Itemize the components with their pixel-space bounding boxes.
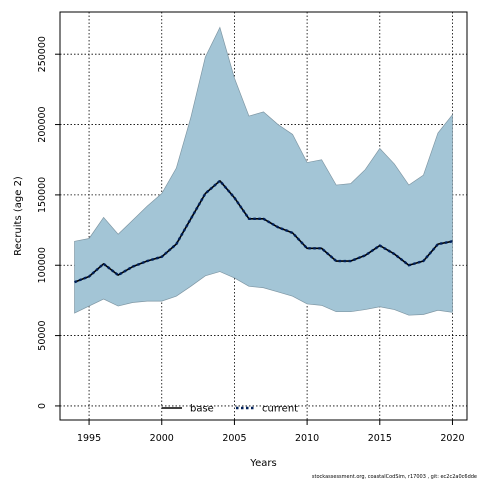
axis-layer: 1995 2000 2005 2010 2015 2020 0 50000 100000 1500… xyxy=(37,11,468,444)
y-axis-title: Recruits (age 2) xyxy=(13,176,24,256)
legend-label-base: base xyxy=(190,404,214,415)
confidence-band-layer xyxy=(74,26,453,316)
x-axis-title: Years xyxy=(249,458,276,469)
series-line-layer xyxy=(74,179,453,284)
y-tick-label: 0 xyxy=(37,403,48,409)
series-line-current xyxy=(74,179,453,284)
x-tick-label: 1995 xyxy=(77,433,101,444)
x-tick-label: 2000 xyxy=(150,433,174,444)
x-tick-label: 2015 xyxy=(368,433,392,444)
y-tick-label: 150000 xyxy=(37,177,48,213)
y-tick-label: 250000 xyxy=(37,36,48,72)
x-tick-label: 2010 xyxy=(295,433,319,444)
confidence-band xyxy=(74,26,453,316)
y-tick-label: 200000 xyxy=(37,106,48,142)
y-tick-label: 100000 xyxy=(37,247,48,283)
footnote: stockassessment.org, coastalCodSim, r170… xyxy=(312,474,477,480)
legend: base current xyxy=(162,404,298,415)
y-tick-label: 50000 xyxy=(37,320,48,350)
x-tick-label: 2020 xyxy=(440,433,464,444)
plot-frame xyxy=(59,11,468,421)
x-tick-label: 2005 xyxy=(222,433,246,444)
legend-label-current: current xyxy=(262,404,298,415)
